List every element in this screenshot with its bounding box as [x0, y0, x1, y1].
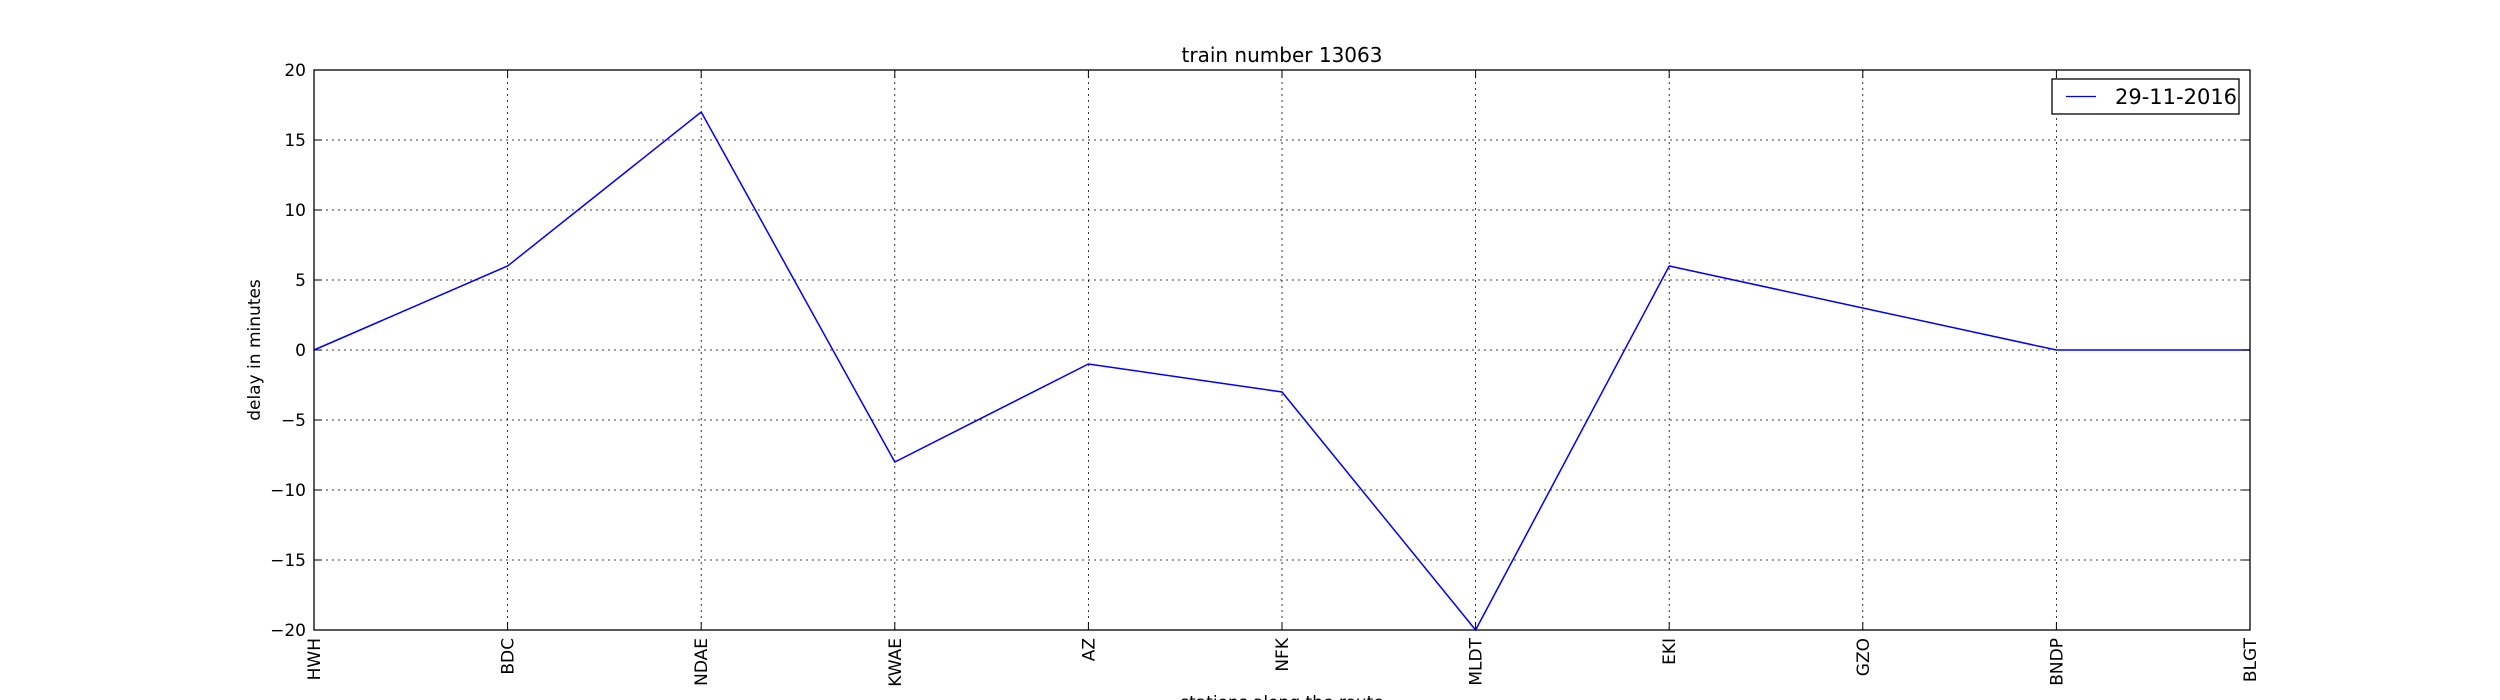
y-tick-label: −15	[270, 551, 306, 571]
y-tick-label: 5	[295, 271, 306, 291]
chart-title: train number 13063	[1182, 43, 1383, 67]
x-tick-label: GZO	[1854, 638, 1874, 676]
y-tick-label: 0	[295, 341, 306, 361]
x-tick-label: HWH	[305, 638, 325, 680]
x-tick-label: NFK	[1273, 637, 1293, 671]
x-tick-label: BNDP	[2047, 638, 2067, 686]
y-axis-label: delay in minutes	[245, 279, 265, 421]
x-tick-label: EKI	[1660, 638, 1680, 665]
y-tick-label: 10	[284, 201, 306, 221]
x-tick-label: NDAE	[692, 638, 712, 686]
x-tick-label: AZ	[1079, 638, 1099, 661]
x-axis-label: stations along the route	[1180, 693, 1384, 700]
y-tick-label: −5	[281, 411, 306, 431]
legend: 29-11-2016	[2051, 78, 2240, 115]
y-tick-label: 20	[284, 61, 306, 81]
grid	[314, 70, 2250, 630]
x-tick-label: MLDT	[1467, 637, 1487, 685]
legend-entry-label: 29-11-2016	[2115, 85, 2237, 109]
y-tick-label: −20	[270, 621, 306, 641]
x-tick-label: KWAE	[886, 638, 906, 687]
series-line	[313, 110, 2250, 632]
y-tick-label: 15	[284, 131, 306, 151]
y-tick-label: −10	[270, 481, 306, 501]
series-layer	[313, 110, 2250, 632]
x-tick-label: BDC	[499, 638, 519, 675]
x-tick-label: BLGT	[2241, 637, 2261, 682]
